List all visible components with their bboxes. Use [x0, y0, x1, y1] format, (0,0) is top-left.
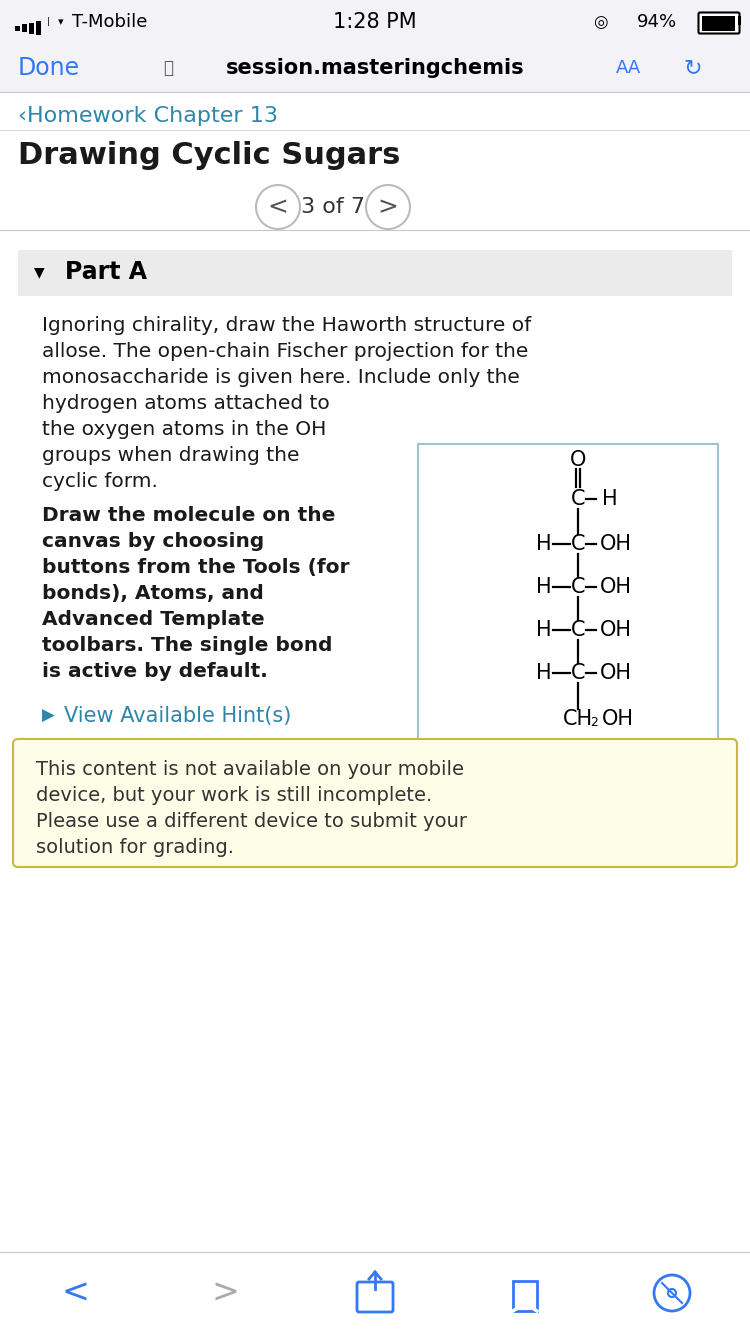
- Text: the oxygen atoms in the OH: the oxygen atoms in the OH: [42, 420, 326, 439]
- Text: Ignoring chirality, draw the Haworth structure of: Ignoring chirality, draw the Haworth str…: [42, 316, 531, 335]
- FancyBboxPatch shape: [0, 0, 750, 44]
- Bar: [29, 23, 34, 33]
- Text: OH: OH: [602, 708, 634, 728]
- Text: canvas by choosing: canvas by choosing: [42, 532, 264, 551]
- Text: session.masteringchemis: session.masteringchemis: [226, 57, 524, 77]
- Text: H: H: [536, 534, 552, 554]
- FancyBboxPatch shape: [357, 1282, 393, 1313]
- Text: OH: OH: [600, 534, 632, 554]
- Text: device, but your work is still incomplete.: device, but your work is still incomplet…: [36, 786, 432, 804]
- Text: Drawing Cyclic Sugars: Drawing Cyclic Sugars: [18, 140, 400, 169]
- Text: Draw the molecule on the: Draw the molecule on the: [42, 506, 335, 526]
- Text: buttons from the Tools (for: buttons from the Tools (for: [42, 558, 350, 578]
- FancyBboxPatch shape: [0, 44, 750, 92]
- Text: 🔒: 🔒: [163, 59, 173, 77]
- Text: CH: CH: [563, 708, 593, 728]
- FancyBboxPatch shape: [418, 444, 718, 794]
- Text: ▼: ▼: [34, 265, 45, 279]
- Text: AA: AA: [615, 59, 640, 77]
- Text: toolbars. The single bond: toolbars. The single bond: [42, 636, 332, 655]
- Bar: [701, 16, 734, 31]
- Text: Part A: Part A: [65, 260, 147, 284]
- Text: ‹Homework Chapter 13: ‹Homework Chapter 13: [18, 105, 278, 125]
- Text: allose. The open-chain Fischer projection for the: allose. The open-chain Fischer projectio…: [42, 342, 528, 362]
- Text: 3 of 7: 3 of 7: [301, 197, 365, 217]
- Text: H: H: [602, 490, 618, 510]
- Text: OH: OH: [600, 578, 632, 598]
- FancyBboxPatch shape: [513, 1281, 537, 1311]
- FancyBboxPatch shape: [698, 12, 740, 33]
- Text: 1:28 PM: 1:28 PM: [333, 12, 417, 32]
- FancyBboxPatch shape: [0, 1253, 750, 1334]
- Text: <: <: [61, 1277, 89, 1310]
- Text: OH: OH: [600, 620, 632, 640]
- FancyBboxPatch shape: [13, 739, 737, 867]
- Text: H: H: [536, 620, 552, 640]
- Text: 2: 2: [590, 715, 598, 728]
- Text: cyclic form.: cyclic form.: [42, 472, 158, 491]
- Text: Done: Done: [18, 56, 80, 80]
- Text: |: |: [46, 16, 50, 25]
- Text: is active by default.: is active by default.: [42, 662, 268, 680]
- Text: monosaccharide is given here. Include only the: monosaccharide is given here. Include on…: [42, 368, 520, 387]
- Text: H: H: [536, 663, 552, 683]
- Bar: [15, 25, 20, 31]
- Text: Advanced Template: Advanced Template: [42, 610, 265, 630]
- Text: bonds), Atoms, and: bonds), Atoms, and: [42, 584, 264, 603]
- Text: ↻: ↻: [684, 57, 702, 77]
- Bar: [36, 21, 41, 35]
- FancyBboxPatch shape: [0, 88, 750, 1290]
- Text: ◎: ◎: [592, 13, 608, 31]
- Text: ▶: ▶: [42, 707, 55, 724]
- Bar: [738, 16, 741, 25]
- Text: groups when drawing the: groups when drawing the: [42, 446, 299, 466]
- Text: >: >: [377, 195, 398, 219]
- Text: H: H: [536, 578, 552, 598]
- Text: C: C: [571, 663, 585, 683]
- Text: solution for grading.: solution for grading.: [36, 838, 234, 856]
- Text: This content is not available on your mobile: This content is not available on your mo…: [36, 760, 464, 779]
- Text: O: O: [570, 450, 586, 470]
- Text: 94%: 94%: [637, 13, 677, 31]
- Text: C: C: [571, 620, 585, 640]
- Text: C: C: [571, 578, 585, 598]
- Text: >: >: [211, 1277, 239, 1310]
- Text: <: <: [268, 195, 289, 219]
- Text: OH: OH: [600, 663, 632, 683]
- Text: Please use a different device to submit your: Please use a different device to submit …: [36, 812, 467, 831]
- FancyBboxPatch shape: [18, 249, 732, 296]
- Text: C: C: [571, 534, 585, 554]
- Bar: [22, 24, 27, 32]
- Text: C: C: [571, 490, 585, 510]
- Text: hydrogen atoms attached to: hydrogen atoms attached to: [42, 394, 330, 414]
- Text: T-Mobile: T-Mobile: [72, 13, 147, 31]
- Text: ▾: ▾: [58, 17, 64, 27]
- Text: View Available Hint(s): View Available Hint(s): [64, 706, 291, 726]
